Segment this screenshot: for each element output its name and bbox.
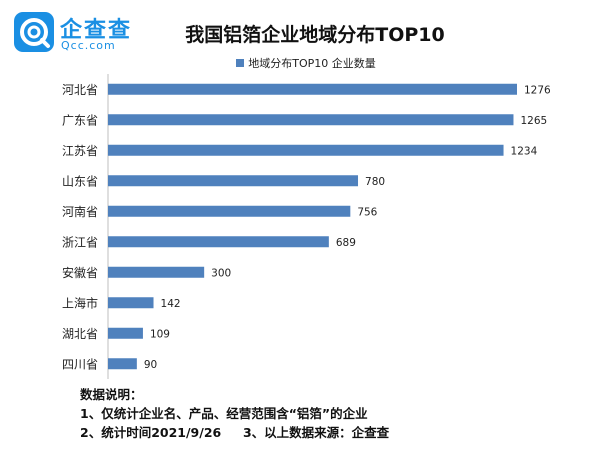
bar	[108, 83, 517, 95]
data-label: 1234	[511, 145, 538, 157]
chart-title: 我国铝箔企业地域分布TOP10	[185, 24, 445, 46]
data-label: 689	[336, 237, 356, 249]
bar	[108, 114, 514, 126]
data-label: 1276	[524, 84, 551, 96]
category-label: 河北省	[62, 83, 98, 97]
bar	[108, 144, 504, 156]
data-label: 142	[161, 298, 181, 310]
logo-url: Qcc.com	[61, 39, 116, 52]
category-label: 湖北省	[62, 326, 98, 341]
qcc-logo: 企查查 Qcc.com	[14, 10, 134, 54]
category-label: 江苏省	[62, 144, 98, 158]
bar	[108, 327, 143, 339]
data-label: 1265	[520, 115, 547, 127]
notes-line-1: 1、仅统计企业名、产品、经营范围含“铝箔”的企业	[80, 406, 368, 421]
category-label: 浙江省	[62, 235, 98, 249]
bar-chart: 河北省 1276 广东省 1265 江苏省 1234 山东省 780 河南省 756 浙江省 689 安…	[62, 74, 551, 379]
data-label: 90	[144, 359, 157, 371]
notes-heading: 数据说明：	[80, 387, 143, 402]
qcc-logo-icon	[14, 12, 54, 52]
logo-name: 企查查	[60, 18, 133, 43]
bar	[108, 297, 154, 309]
bar	[108, 205, 351, 217]
chart-legend: 地域分布TOP10 企业数量	[0, 55, 590, 71]
category-label: 安徽省	[62, 265, 98, 280]
category-label: 山东省	[62, 174, 98, 188]
legend-swatch	[236, 59, 245, 67]
category-label: 四川省	[62, 357, 98, 371]
bar	[108, 175, 359, 187]
category-label: 河南省	[62, 204, 98, 219]
legend-label: 地域分布TOP10 企业数量	[248, 57, 376, 70]
notes-line-2: 2、统计时间2021/9/26 3、以上数据来源：企查查	[80, 425, 390, 440]
category-label: 上海市	[62, 295, 98, 310]
category-label: 广东省	[62, 113, 98, 127]
bar	[108, 358, 137, 370]
data-notes: 数据说明： 1、仅统计企业名、产品、经营范围含“铝箔”的企业 2、统计时间202…	[80, 385, 389, 442]
bar	[108, 266, 205, 278]
data-label: 300	[211, 267, 231, 279]
data-label: 780	[365, 176, 385, 188]
bar	[108, 236, 329, 248]
data-label: 109	[150, 328, 170, 340]
data-label: 756	[357, 206, 377, 218]
